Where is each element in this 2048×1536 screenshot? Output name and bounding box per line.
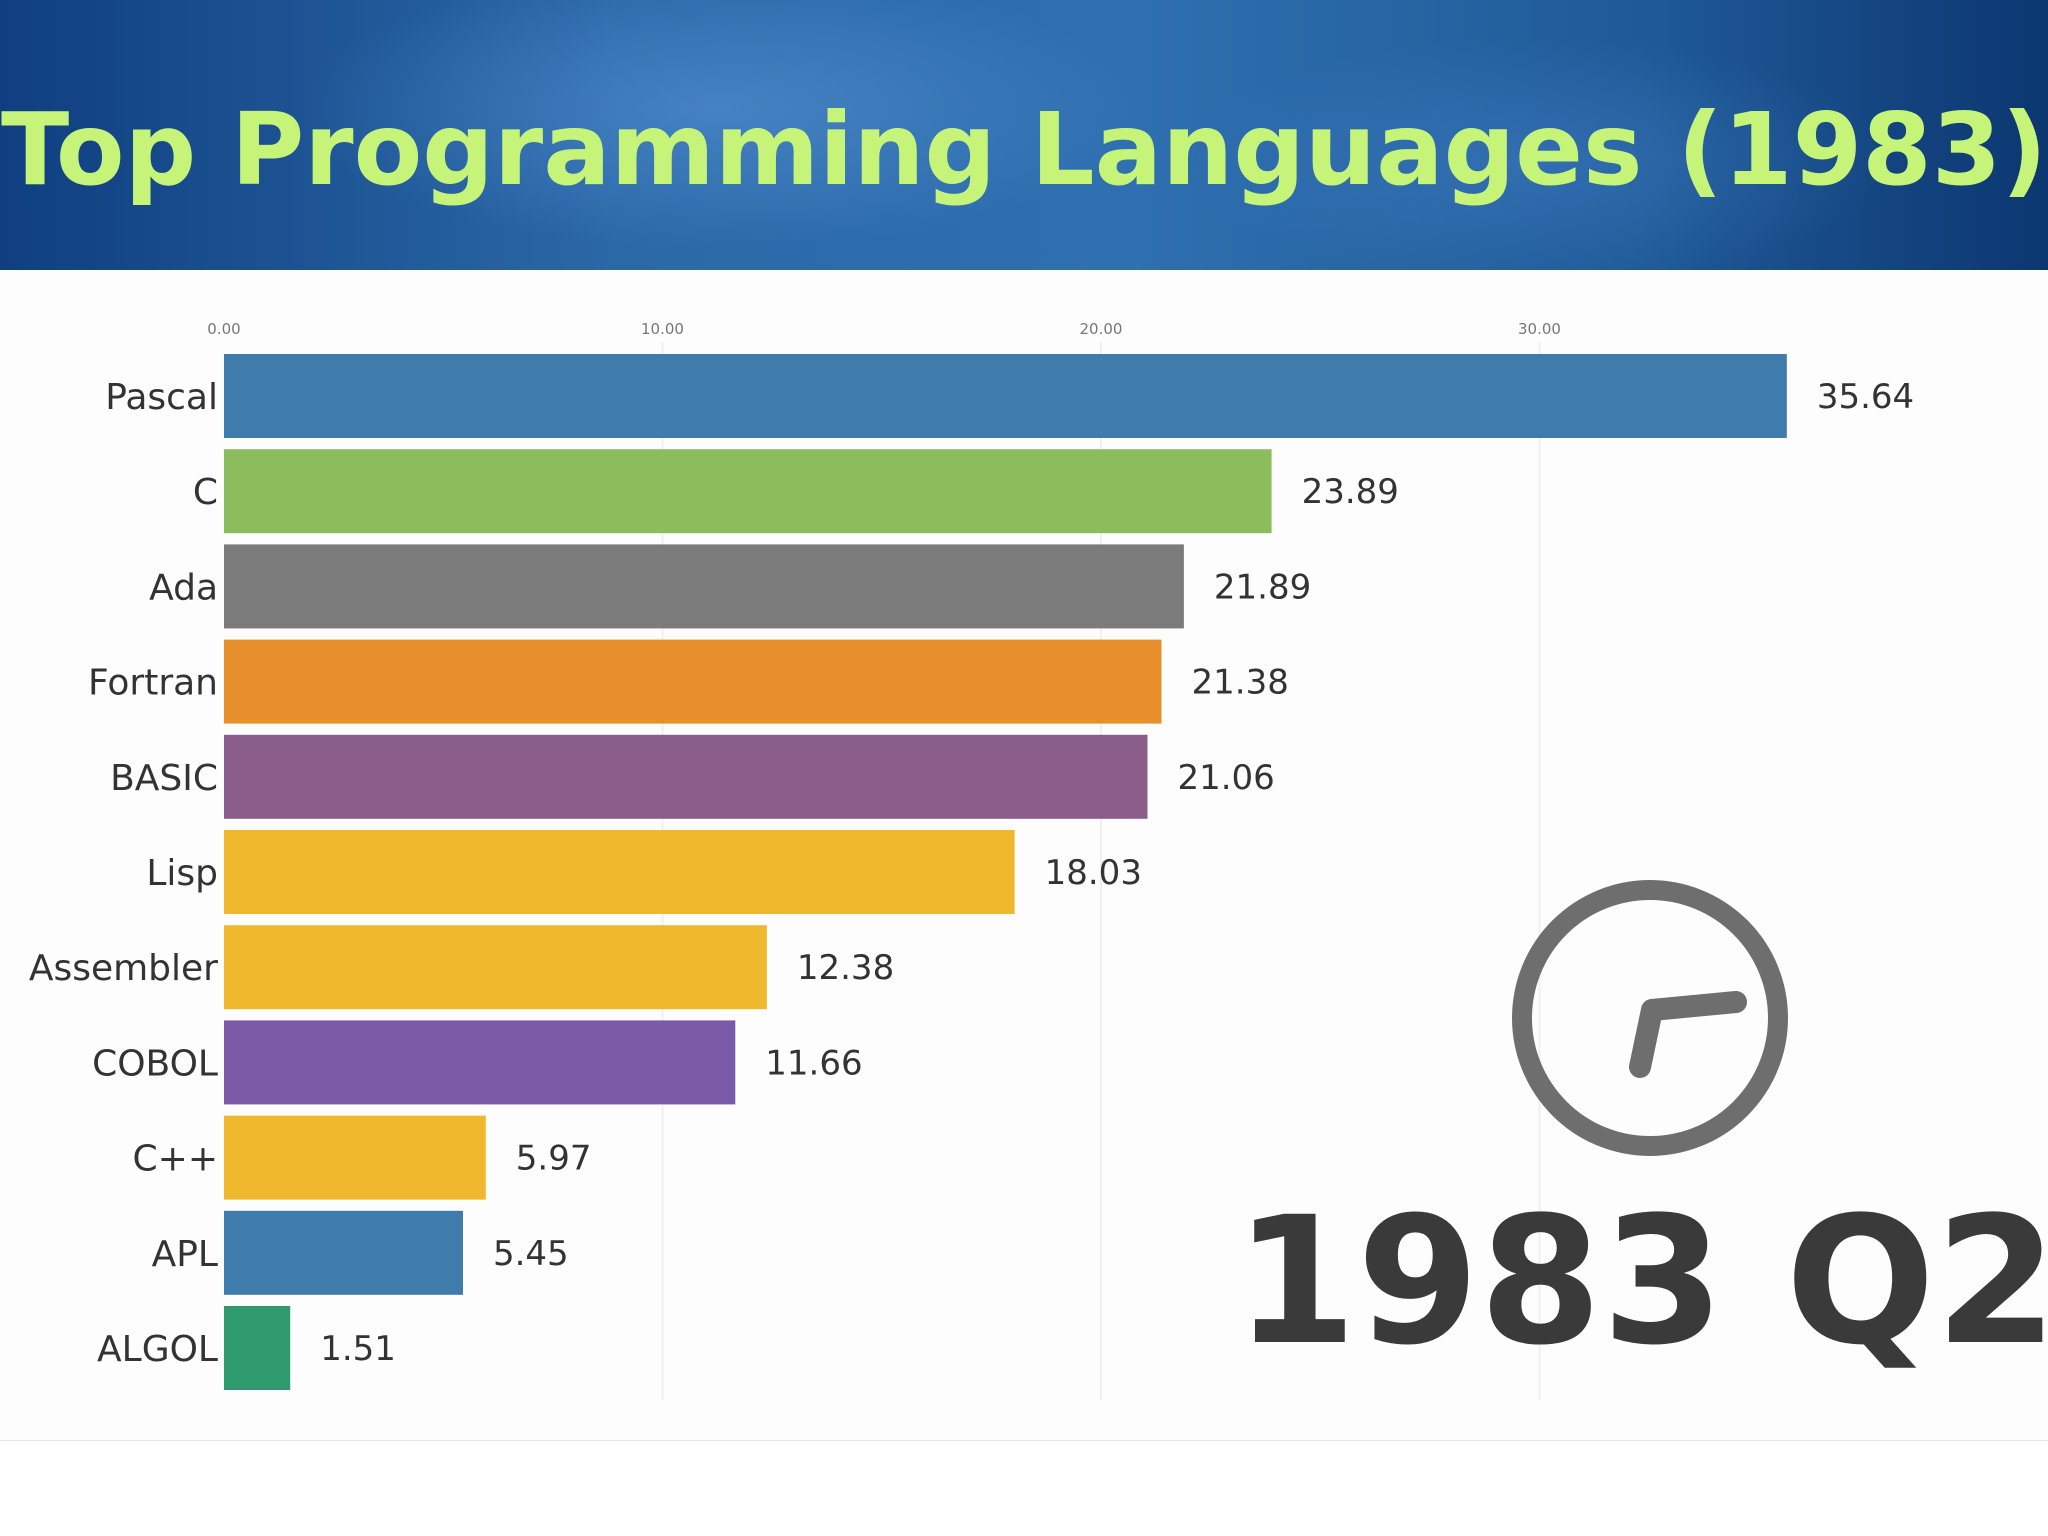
value-label: 21.38 bbox=[1192, 663, 1289, 703]
category-label: Fortran bbox=[88, 663, 218, 704]
category-label: APL bbox=[152, 1234, 218, 1275]
value-label: 21.06 bbox=[1177, 758, 1274, 798]
x-tick-label: 30.00 bbox=[1518, 320, 1561, 338]
category-label: BASIC bbox=[110, 758, 218, 799]
value-label: 5.45 bbox=[493, 1234, 569, 1274]
category-label: Pascal bbox=[105, 377, 218, 418]
bar bbox=[224, 449, 1272, 534]
value-label: 21.89 bbox=[1214, 567, 1311, 607]
value-label: 1.51 bbox=[320, 1329, 396, 1369]
bar bbox=[224, 544, 1184, 629]
bar bbox=[224, 639, 1162, 724]
x-tick-label: 20.00 bbox=[1080, 320, 1123, 338]
bar bbox=[224, 734, 1148, 819]
category-labels: Pascal C Ada Fortran BASIC Lisp Assembler COBOL… bbox=[29, 377, 218, 1370]
bar bbox=[224, 354, 1787, 438]
value-label: 23.89 bbox=[1302, 472, 1399, 512]
value-label: 12.38 bbox=[797, 948, 894, 988]
x-tick-label: 10.00 bbox=[641, 320, 684, 338]
bar bbox=[224, 830, 1015, 914]
period-label: 1983 Q2 bbox=[1234, 1179, 2048, 1384]
clock-face bbox=[1512, 880, 1788, 1156]
category-label: Assembler bbox=[29, 948, 218, 989]
category-label: Lisp bbox=[146, 853, 218, 894]
value-labels: 35.64 23.89 21.89 21.38 21.06 18.03 12.38 11.66… bbox=[320, 377, 1914, 1369]
category-label: C bbox=[193, 472, 218, 513]
bar bbox=[224, 1020, 736, 1105]
value-label: 5.97 bbox=[516, 1139, 592, 1179]
category-label: ALGOL bbox=[97, 1329, 218, 1370]
clock-icon bbox=[1512, 880, 1788, 1156]
bar bbox=[224, 1210, 463, 1295]
page-title: Top Programming Languages (1983) bbox=[0, 91, 2048, 208]
bar bbox=[224, 1115, 486, 1200]
value-label: 35.64 bbox=[1817, 377, 1914, 417]
bar bbox=[224, 1306, 291, 1390]
value-label: 11.66 bbox=[765, 1043, 862, 1083]
bar bbox=[224, 925, 767, 1010]
category-label: COBOL bbox=[92, 1043, 218, 1084]
category-label: C++ bbox=[133, 1139, 218, 1180]
value-label: 18.03 bbox=[1045, 853, 1142, 893]
x-axis-ticks: 0.00 10.00 20.00 30.00 bbox=[207, 320, 1561, 338]
clock-hands bbox=[1629, 991, 1747, 1078]
title-banner: Top Programming Languages (1983) bbox=[0, 0, 2048, 270]
x-tick-label: 0.00 bbox=[207, 320, 240, 338]
category-label: Ada bbox=[149, 567, 218, 608]
bars bbox=[224, 354, 1787, 1390]
